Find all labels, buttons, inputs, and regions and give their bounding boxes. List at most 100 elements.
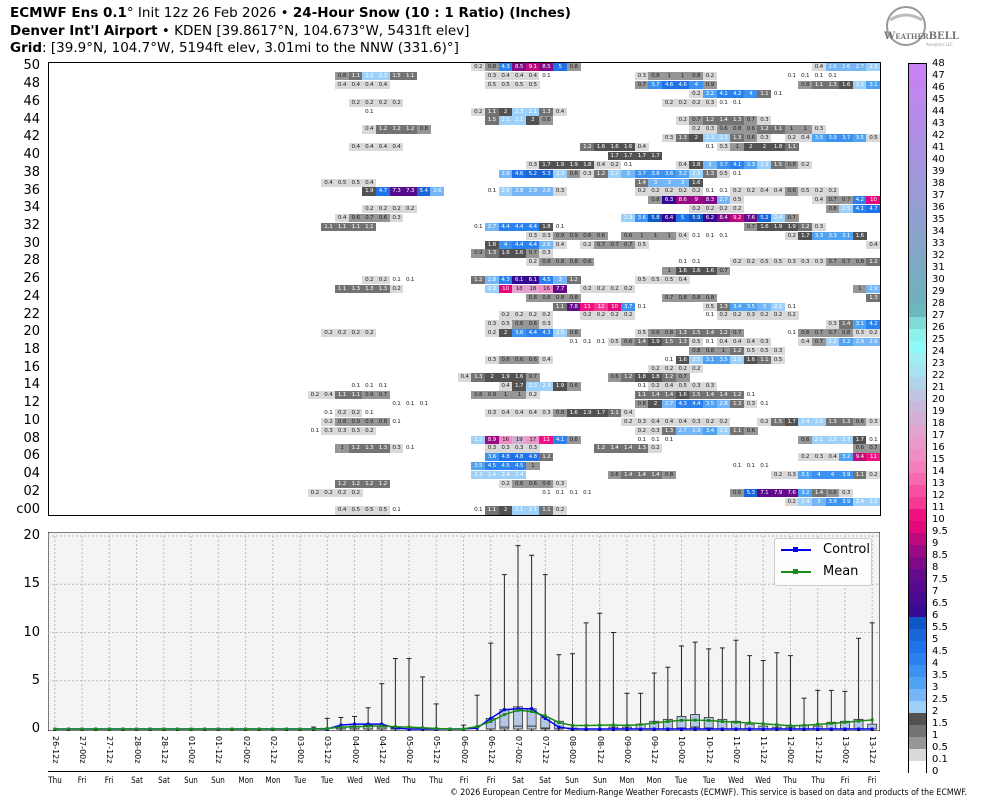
- member-cell: 3.3: [825, 231, 840, 240]
- member-cell: 2.5: [716, 426, 731, 435]
- colorbar-label: 6: [932, 610, 939, 621]
- colorbar-label: 39: [932, 166, 945, 177]
- member-cell: 4: [825, 470, 840, 480]
- member-cell: 0.2: [403, 205, 418, 214]
- member-cell: 0.4: [335, 81, 349, 90]
- member-cell: 1.1: [335, 222, 349, 232]
- member-cell: 2.3: [702, 134, 717, 143]
- mean-line-point: [829, 721, 833, 725]
- day-label: Wed: [373, 776, 390, 786]
- mean-line-point: [734, 720, 738, 724]
- member-cell: 1.4: [634, 470, 649, 480]
- day-label: Fri: [867, 776, 877, 786]
- member-cell: 0.2: [730, 258, 745, 267]
- member-cell: 2: [689, 134, 704, 143]
- member-cell: 3.6: [634, 213, 649, 223]
- member-cell: 0.5: [743, 346, 758, 356]
- member-cell: 0.8: [566, 329, 581, 338]
- colorbar-segment: [909, 616, 926, 629]
- control-line-point: [679, 727, 683, 731]
- member-cell: 2.5: [839, 205, 854, 214]
- time-label: 28-12z: [159, 736, 169, 764]
- member-cell: 4.3: [498, 276, 513, 285]
- member-cell: 0.1: [716, 98, 731, 107]
- member-cell: 1.6: [757, 222, 772, 232]
- member-cell: 2.2: [484, 284, 499, 294]
- member-cell: 4.5: [512, 462, 527, 471]
- member-cell: 4.4: [498, 222, 513, 232]
- member-cell: 0.4: [362, 81, 377, 90]
- member-cell: 0.4: [321, 178, 336, 187]
- member-row-label: 36: [23, 182, 40, 198]
- member-cell: 0.4: [498, 72, 513, 81]
- member-cell: 2: [648, 400, 663, 409]
- colorbar-segment: [909, 580, 926, 593]
- day-label: Mon: [237, 776, 254, 786]
- time-label: 01-00z: [187, 736, 197, 764]
- member-cell: 4.5: [498, 462, 513, 471]
- member-cell: 0.1: [471, 506, 486, 515]
- mean-line-point: [802, 723, 806, 727]
- member-cell: 1.8: [484, 240, 499, 249]
- member-cell: 0.4: [335, 506, 349, 515]
- member-cell: 1.3: [362, 444, 377, 453]
- mean-line-point: [679, 718, 683, 722]
- colorbar-segment: [909, 124, 926, 137]
- colorbar-segment: [909, 484, 926, 497]
- member-cell: 3: [621, 169, 636, 178]
- member-cell: 1.7: [852, 435, 867, 444]
- member-cell: 0.7: [839, 196, 854, 205]
- member-cell: 0.2: [825, 187, 840, 196]
- member-cell: 1.4: [811, 488, 826, 497]
- member-cell: 7.8: [566, 302, 581, 311]
- colorbar-segment: [909, 712, 926, 725]
- member-cell: 0.4: [348, 143, 363, 152]
- member-cell: 0.3: [811, 222, 826, 232]
- member-cell: 0.1: [634, 382, 649, 391]
- colorbar-segment: [909, 724, 926, 737]
- colorbar-label: 0.5: [932, 742, 948, 753]
- member-cell: 0.5: [335, 178, 349, 187]
- member-row-label: 12: [23, 395, 40, 411]
- member-cell: 3: [553, 276, 567, 285]
- time-label: 06-12z: [486, 736, 496, 764]
- member-cell: 0.2: [471, 63, 486, 72]
- quartile-box: [513, 706, 523, 730]
- member-cell: 3.9: [825, 134, 840, 143]
- colorbar-segment: [909, 388, 926, 401]
- member-cell: 1.3: [825, 417, 840, 426]
- member-cell: 1.2: [348, 444, 363, 453]
- mean-line-point: [843, 720, 847, 724]
- colorbar-label: 47: [932, 70, 945, 81]
- member-cell: 2.2: [825, 338, 840, 347]
- member-cell: 6.2: [702, 213, 717, 223]
- member-cell: 0.1: [702, 231, 717, 240]
- mean-line-point: [257, 727, 261, 731]
- member-cell: 0.4: [811, 196, 826, 205]
- member-cell: 0.4: [321, 391, 336, 400]
- time-label: 04-12z: [377, 736, 387, 764]
- ensemble-member-table: 0.4 0.5 0.5 0.5 0.1 0.1 1.1 2 2.1 2.1 1.1 0.2 0.2 2.4…: [48, 62, 881, 516]
- colorbar-segment: [909, 400, 926, 413]
- member-cell: 0.2: [784, 231, 799, 240]
- member-cell: 0.5: [771, 355, 785, 364]
- member-cell: 0.3: [811, 453, 826, 462]
- legend-mean: Mean: [781, 564, 858, 579]
- member-cell: 0.1: [798, 72, 813, 81]
- member-cell: 0.4: [362, 178, 377, 187]
- colorbar-label: 6.5: [932, 598, 948, 609]
- member-cell: 1.7: [784, 417, 799, 426]
- member-cell: 1.8: [634, 373, 649, 382]
- colorbar-segment: [909, 232, 926, 245]
- mean-line-point: [788, 724, 792, 728]
- grid-label: Grid: [10, 40, 43, 56]
- colorbar-segment: [909, 196, 926, 209]
- member-cell: 0.8: [553, 258, 567, 267]
- member-cell: 0.1: [730, 98, 745, 107]
- member-cell: 0.3: [811, 125, 826, 134]
- member-cell: 0.3: [866, 417, 880, 426]
- member-cell: 0.2: [580, 311, 595, 320]
- colorbar-label: 26: [932, 322, 945, 333]
- member-cell: 0.4: [553, 240, 567, 249]
- member-cell: 1.2: [403, 125, 418, 134]
